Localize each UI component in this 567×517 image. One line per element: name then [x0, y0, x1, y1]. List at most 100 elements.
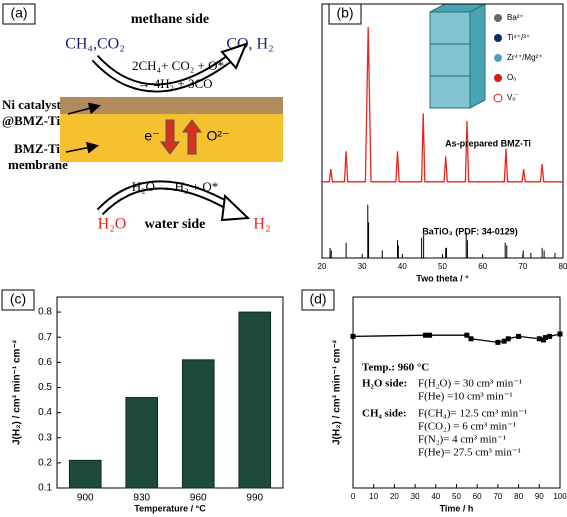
flow-arrow	[93, 55, 232, 91]
membrane-label: membrane	[8, 157, 68, 172]
pointer	[65, 141, 99, 154]
x-tick-label: 50	[452, 492, 461, 501]
marker	[543, 335, 549, 341]
y-axis-label: J(H₂) / cm³ min⁻¹ cm⁻²	[332, 339, 343, 445]
label-box	[301, 289, 335, 311]
x-tick-label: 960	[190, 493, 207, 504]
annotation: H₂O side:	[362, 378, 407, 390]
legend-label: Oₒ	[507, 73, 516, 82]
x-tick-label: 30	[411, 492, 420, 501]
marker	[495, 339, 501, 345]
marker	[557, 331, 563, 337]
data-line	[322, 26, 563, 183]
legend-symbol	[494, 34, 502, 42]
annotation: F(N₂)= 4 cm³ min⁻¹	[418, 434, 506, 446]
bar	[125, 397, 159, 489]
annotation: F(He) =10 cm³ min⁻¹	[418, 391, 513, 403]
series-label: BaTiO₃ (PDF: 34-0129)	[422, 226, 518, 236]
x-tick-label: 20	[318, 262, 327, 271]
label-box	[328, 3, 362, 25]
crystal-inset	[429, 3, 486, 109]
x-tick-label: 930	[133, 493, 150, 504]
annotation: F(H₂O) = 30 cm³ min⁻¹	[418, 378, 522, 390]
membrane-label: BMZ-Ti	[14, 141, 60, 156]
annotation: F(CH₄)= 12.5 cm³ min⁻¹	[418, 408, 527, 420]
bottom-label: water side	[145, 217, 206, 232]
marker	[468, 336, 474, 342]
legend-symbol	[494, 14, 502, 22]
panel-label: (c)	[10, 291, 26, 307]
data-line	[352, 333, 561, 344]
panel-label: (a)	[10, 5, 27, 21]
marker	[501, 338, 507, 344]
marker	[547, 333, 553, 339]
catalyst-layer	[60, 97, 283, 114]
x-tick-label: 90	[535, 492, 544, 501]
panel-label: (d)	[309, 291, 326, 307]
bar	[68, 459, 102, 489]
y-tick-label: 0.5	[38, 382, 52, 393]
y-axis-label: J(H₂) / cm³ min⁻¹ cm⁻²	[12, 339, 23, 445]
marker	[422, 332, 428, 338]
x-tick-label: 80	[514, 492, 523, 501]
annotation: F(CO₂) = 6 cm³ min⁻¹	[418, 421, 516, 433]
feed-top: CH₄,CO₂	[65, 36, 125, 53]
product-bottom: H₂	[253, 216, 270, 233]
arrow-head	[220, 42, 248, 70]
x-tick-label: 60	[478, 262, 487, 271]
x-tick-label: 100	[553, 492, 567, 501]
legend-label: Vₒ¨	[507, 93, 518, 102]
arrow-head	[220, 193, 251, 222]
legend-symbol	[494, 74, 502, 82]
marker	[350, 333, 356, 339]
pointer	[67, 102, 101, 115]
legend-label: Zr⁴⁺/Mg²⁺	[507, 53, 542, 62]
y-tick-label: 0.7	[38, 332, 52, 343]
arrow-down	[160, 119, 180, 155]
crystal	[429, 11, 471, 109]
annotation: CH₄ side:	[362, 408, 407, 420]
x-axis-label: Time / h	[440, 503, 474, 513]
bar	[238, 311, 272, 489]
x-tick-label: 70	[518, 262, 527, 271]
x-tick-label: 10	[369, 492, 378, 501]
label-box	[2, 3, 36, 25]
series-label: As-prepared BMZ-Ti	[445, 138, 531, 148]
x-axis-label: Two theta / °	[416, 273, 469, 283]
electron: e⁻	[144, 128, 159, 144]
panel-a: (a) methane side CH₄,CO₂ CO, H₂ 2CH₄+ CO…	[2, 3, 283, 233]
x-tick-label: 50	[438, 262, 447, 271]
marker	[536, 336, 542, 342]
layer-label: @BMZ-Ti	[2, 113, 60, 128]
y-tick-label: 0.8	[38, 307, 52, 318]
y-tick-label: 0.6	[38, 357, 52, 368]
feed-bottom: H₂O	[98, 216, 127, 233]
x-tick-label: 70	[493, 492, 502, 501]
marker	[464, 332, 470, 338]
legend-symbol	[493, 93, 503, 103]
y-tick-label: 0.1	[38, 483, 52, 494]
flow-arrow	[98, 182, 234, 214]
x-tick-label: 40	[431, 492, 440, 501]
bar	[181, 359, 215, 489]
x-tick-label: 30	[358, 262, 367, 271]
legend-label: Ti⁴⁺/³⁺	[507, 33, 530, 42]
x-tick-label: 0	[351, 492, 356, 501]
plot-frame	[56, 296, 284, 489]
reaction: H₂O → H₂ + O*	[132, 179, 218, 194]
x-tick-label: 80	[559, 262, 567, 271]
annotation: Temp.: 960 °C	[362, 362, 429, 374]
legend-symbol	[494, 54, 502, 62]
y-tick-label: 0.3	[38, 432, 52, 443]
x-tick-label: 990	[246, 493, 263, 504]
top-label: methane side	[131, 12, 209, 27]
y-tick-label: 0.2	[38, 458, 52, 469]
x-tick-label: 40	[398, 262, 407, 271]
reaction: → 4H₂ + 3CO	[137, 76, 212, 91]
marker	[505, 336, 511, 342]
marker	[516, 333, 522, 339]
layer-label: Ni catalyst	[2, 97, 62, 112]
x-axis-label: Temperature / °C	[134, 503, 206, 513]
oxygen-ion: O²⁻	[207, 128, 230, 144]
